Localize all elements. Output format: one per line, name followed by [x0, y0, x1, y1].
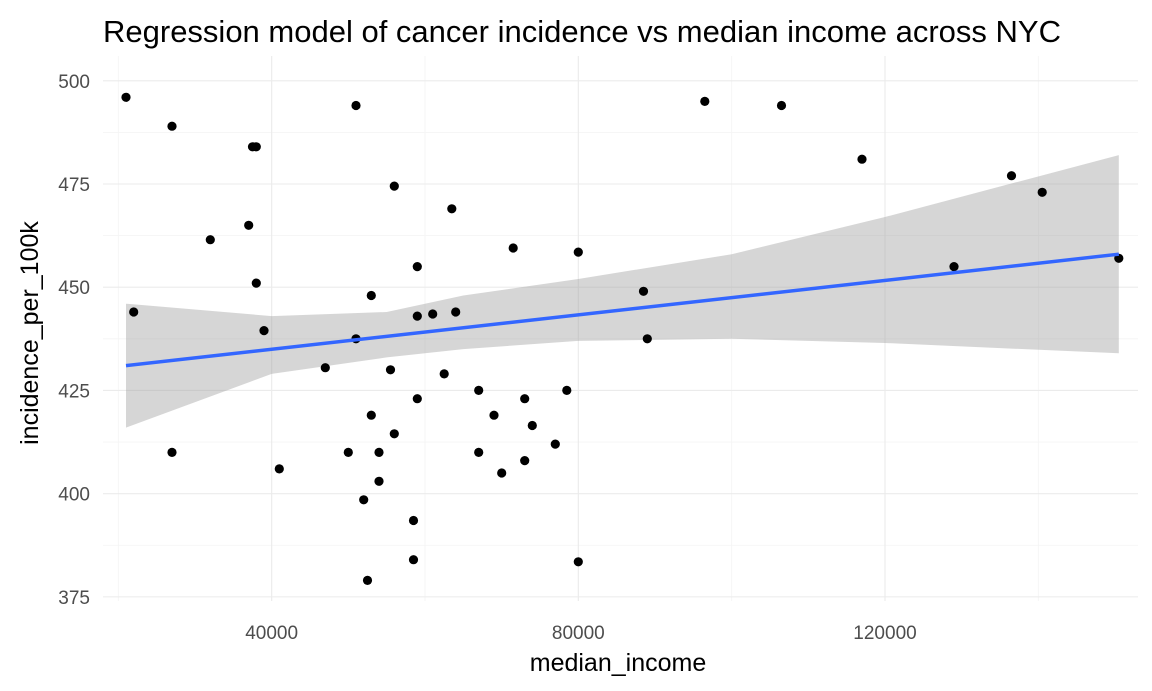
data-point-13 — [351, 100, 361, 111]
y-tick-labels: 375 400 425 450 475 500 — [58, 72, 90, 609]
data-point-20 — [374, 476, 384, 486]
data-point-5 — [244, 220, 254, 230]
y-tick-label-3: 450 — [58, 278, 90, 299]
data-point-38 — [520, 456, 530, 466]
y-tick-label-4: 475 — [58, 175, 90, 196]
data-point-10 — [274, 464, 284, 474]
data-point-40 — [527, 420, 537, 431]
data-point-11 — [320, 363, 330, 373]
data-point-31 — [447, 204, 457, 214]
major-grid — [103, 56, 1138, 601]
data-point-46 — [642, 334, 652, 344]
x-axis-title: median_income — [530, 649, 707, 677]
data-point-52 — [1037, 187, 1047, 197]
data-point-0 — [121, 92, 131, 102]
y-tick-label-5: 500 — [58, 72, 90, 93]
y-axis-title: incidence_per_100k — [16, 221, 44, 445]
data-point-16 — [362, 575, 373, 586]
data-point-34 — [474, 447, 484, 457]
y-tick-label-0: 375 — [58, 588, 90, 609]
data-point-48 — [776, 100, 787, 111]
data-point-47 — [700, 96, 710, 106]
data-point-4 — [205, 235, 215, 245]
regression-line-layer — [125, 252, 1120, 368]
x-tick-label-0: 40000 — [245, 623, 298, 644]
y-tick-label-1: 400 — [58, 485, 90, 506]
data-point-2 — [167, 121, 177, 131]
x-tick-labels: 40000 80000 120000 — [245, 623, 916, 644]
data-point-19 — [374, 447, 384, 457]
data-point-1 — [129, 307, 139, 317]
data-point-24 — [408, 555, 419, 565]
data-point-18 — [366, 290, 376, 301]
x-tick-label-1: 80000 — [552, 623, 605, 644]
data-point-28 — [412, 262, 422, 272]
data-point-41 — [550, 439, 560, 449]
confidence-band-layer — [126, 155, 1119, 428]
data-point-7 — [251, 142, 261, 152]
data-point-51 — [1006, 171, 1017, 181]
data-point-49 — [857, 154, 867, 164]
data-point-50 — [949, 262, 959, 272]
data-point-45 — [638, 286, 649, 296]
minor-grid — [103, 56, 1138, 601]
points-layer — [121, 92, 1124, 586]
data-point-35 — [489, 410, 499, 420]
data-point-27 — [412, 311, 422, 321]
chart-title: Regression model of cancer incidence vs … — [103, 14, 1061, 49]
data-point-15 — [359, 495, 369, 505]
data-point-29 — [428, 309, 438, 319]
data-point-36 — [497, 468, 507, 478]
data-point-37 — [508, 243, 518, 253]
regression-line — [125, 252, 1120, 368]
data-point-43 — [573, 557, 583, 567]
data-point-32 — [451, 307, 461, 317]
data-point-17 — [366, 410, 376, 420]
data-point-3 — [167, 447, 177, 457]
data-point-12 — [343, 447, 353, 457]
data-point-25 — [408, 515, 419, 526]
data-point-8 — [251, 278, 261, 288]
data-point-42 — [562, 385, 572, 395]
y-tick-label-2: 425 — [58, 381, 90, 402]
x-tick-label-2: 120000 — [853, 623, 916, 644]
data-point-33 — [474, 385, 484, 395]
data-point-26 — [412, 394, 422, 404]
confidence-band — [126, 155, 1119, 428]
data-point-23 — [389, 429, 399, 439]
data-point-21 — [385, 365, 396, 375]
data-point-30 — [439, 369, 449, 379]
data-point-44 — [573, 247, 583, 257]
data-point-22 — [389, 181, 399, 191]
data-point-39 — [520, 394, 530, 404]
data-point-9 — [259, 326, 269, 336]
